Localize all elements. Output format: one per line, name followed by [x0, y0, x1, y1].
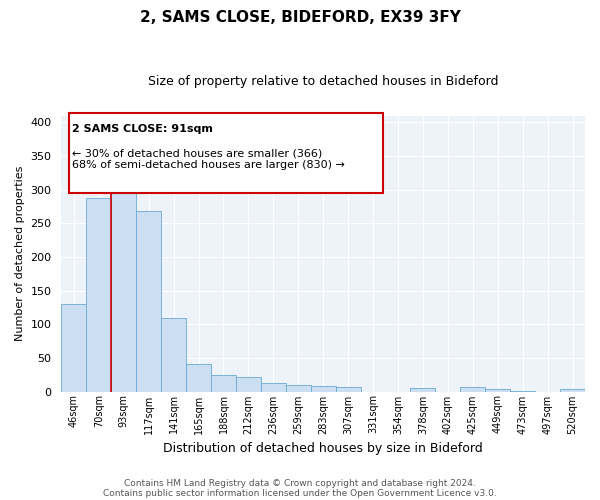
Bar — [460, 388, 485, 392]
Text: Contains HM Land Registry data © Crown copyright and database right 2024.: Contains HM Land Registry data © Crown c… — [124, 478, 476, 488]
Text: ← 30% of detached houses are smaller (366)
68% of semi-detached houses are large: ← 30% of detached houses are smaller (36… — [72, 148, 345, 171]
Bar — [510, 391, 535, 392]
Bar — [111, 181, 136, 392]
Bar — [261, 383, 286, 392]
Bar — [335, 388, 361, 392]
FancyBboxPatch shape — [69, 113, 383, 193]
Bar — [186, 364, 211, 392]
Bar — [86, 198, 111, 392]
Bar — [61, 304, 86, 392]
Bar — [560, 390, 585, 392]
Text: 2 SAMS CLOSE: 91sqm: 2 SAMS CLOSE: 91sqm — [72, 124, 213, 134]
Title: Size of property relative to detached houses in Bideford: Size of property relative to detached ho… — [148, 75, 499, 88]
Bar — [236, 378, 261, 392]
Y-axis label: Number of detached properties: Number of detached properties — [15, 166, 25, 341]
Bar — [485, 389, 510, 392]
X-axis label: Distribution of detached houses by size in Bideford: Distribution of detached houses by size … — [163, 442, 483, 455]
Bar — [136, 211, 161, 392]
Bar — [211, 374, 236, 392]
Text: Contains public sector information licensed under the Open Government Licence v3: Contains public sector information licen… — [103, 488, 497, 498]
Bar — [311, 386, 335, 392]
Bar — [286, 385, 311, 392]
Text: 2, SAMS CLOSE, BIDEFORD, EX39 3FY: 2, SAMS CLOSE, BIDEFORD, EX39 3FY — [140, 10, 460, 25]
Bar — [161, 318, 186, 392]
Bar — [410, 388, 436, 392]
